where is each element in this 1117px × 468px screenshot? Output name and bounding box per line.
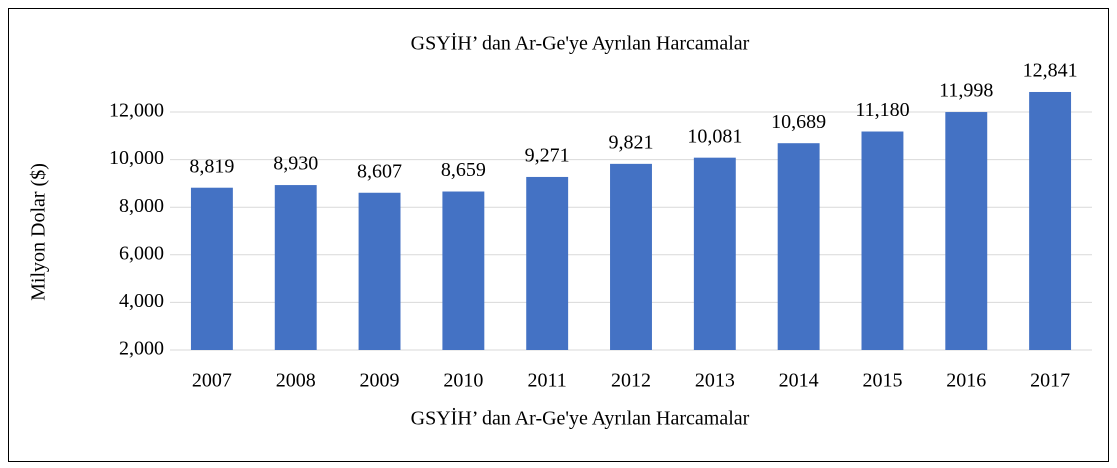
- x-tick-label: 2007: [192, 370, 232, 392]
- x-tick-label: 2011: [528, 370, 567, 392]
- y-tick-label: 4,000: [119, 290, 164, 312]
- data-label: 9,821: [609, 131, 654, 153]
- x-tick-label: 2009: [360, 370, 400, 392]
- bar: [610, 163, 652, 350]
- y-tick-label: 2,000: [119, 338, 164, 360]
- y-tick-label: 6,000: [119, 242, 164, 264]
- x-tick-label: 2012: [611, 370, 651, 392]
- y-tick-label: 10,000: [109, 147, 164, 169]
- data-label: 9,271: [525, 145, 570, 167]
- bar: [693, 157, 736, 350]
- bar: [526, 176, 569, 350]
- bar: [190, 187, 233, 350]
- x-tick-label: 2017: [1030, 370, 1070, 392]
- bar: [945, 112, 988, 350]
- x-tick-label: 2013: [695, 370, 735, 392]
- bar: [358, 192, 401, 350]
- x-axis-label: GSYİH’ dan Ar-Ge'ye Ayrılan Harcamalar: [411, 407, 750, 430]
- y-axis-label: Milyon Dolar ($): [28, 163, 50, 301]
- data-label: 8,930: [273, 153, 318, 175]
- data-label: 8,607: [357, 160, 402, 182]
- x-tick-label: 2008: [276, 370, 316, 392]
- bar: [777, 143, 820, 350]
- bar: [442, 191, 485, 350]
- data-label: 10,689: [771, 111, 826, 133]
- data-label: 8,819: [189, 155, 234, 177]
- data-label: 11,998: [939, 80, 993, 102]
- x-tick-label: 2015: [862, 370, 902, 392]
- y-tick-label: 12,000: [109, 100, 164, 122]
- data-label: 11,180: [855, 99, 909, 121]
- bar: [861, 131, 904, 350]
- x-tick-label: 2010: [443, 370, 483, 392]
- data-label: 12,841: [1023, 60, 1078, 82]
- bar: [1029, 91, 1072, 351]
- bar: [274, 185, 317, 350]
- data-label: 8,659: [441, 159, 486, 181]
- chart-title: GSYİH’ dan Ar-Ge'ye Ayrılan Harcamalar: [411, 32, 750, 55]
- y-tick-label: 8,000: [119, 195, 164, 217]
- x-tick-label: 2016: [946, 370, 986, 392]
- x-tick-label: 2014: [779, 370, 819, 392]
- data-label: 10,081: [687, 125, 742, 147]
